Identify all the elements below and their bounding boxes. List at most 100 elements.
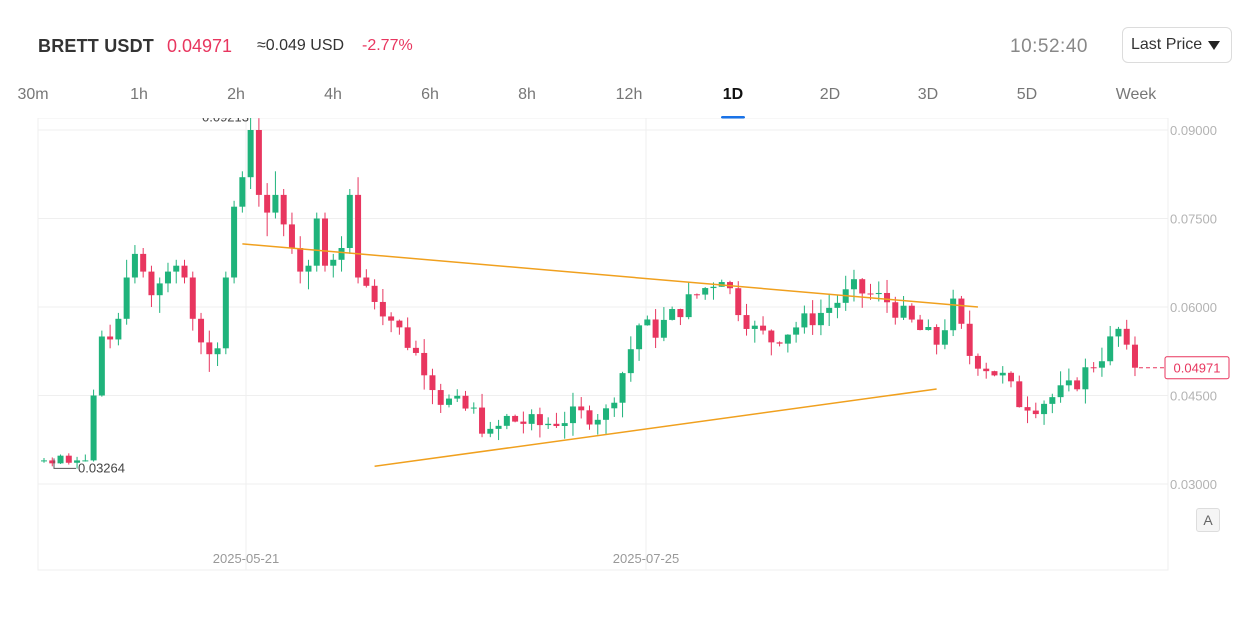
candle-body [735,288,742,316]
candle-body [288,224,295,248]
candle-body [966,323,973,356]
candle-body [578,406,585,411]
candle-body [140,253,147,272]
candle-body [379,301,386,317]
tab-2d[interactable]: 2D [819,86,841,103]
tab-week[interactable]: Week [1115,86,1157,103]
candle-body [454,395,461,399]
candle-body [867,293,874,295]
candle-body [1008,372,1015,382]
candle-body [677,309,684,318]
candle-body [660,319,667,338]
candle-body [941,330,948,345]
candle-body [1115,328,1122,337]
candle-body [925,327,932,331]
candle-body [751,325,758,329]
clock: 10:52:40 [1010,36,1088,57]
candle-body [123,277,130,319]
candle-body [322,218,329,266]
tab-12h[interactable]: 12h [615,86,643,103]
candle-body [429,375,436,391]
tab-30m[interactable]: 30m [17,86,49,103]
candle-body [702,288,709,295]
candle-body [371,285,378,302]
candle-body [1065,380,1072,386]
candle-body [479,407,486,434]
candle-body [760,325,767,331]
candle-body [603,408,610,420]
tab-5d[interactable]: 5D [1016,86,1038,103]
tab-8h[interactable]: 8h [518,86,536,103]
candle-body [255,130,262,195]
candle-body [82,460,89,462]
candle-body [619,373,626,403]
candle-body [793,327,800,335]
price-change-percent: -2.77% [362,37,413,54]
candle-body [189,277,196,319]
y-tick-label: 0.07500 [1170,212,1217,227]
candle-body [776,342,783,344]
candle-body [297,248,304,272]
candle-body [363,277,370,286]
candle-body [917,319,924,331]
candle-body [933,327,940,345]
candle-body [545,423,552,426]
tab-4h[interactable]: 4h [324,86,342,103]
candle-body [445,398,452,405]
y-tick-label: 0.04500 [1170,389,1217,404]
candle-body [437,390,444,405]
candle-body [247,130,254,178]
candle-body [693,294,700,296]
candle-body [1041,403,1048,415]
candle-body [611,402,618,409]
caret-down-icon [1208,40,1221,50]
candle-body [164,271,171,284]
candle-body [627,349,634,374]
candle-body [644,319,651,326]
candle-body [404,327,411,348]
candle-body [958,298,965,324]
candle-body [313,218,320,266]
candle-body [569,406,576,424]
candle-body [1131,344,1138,368]
auto-scale-button[interactable]: A [1196,508,1220,532]
candle-body [1016,381,1023,408]
tab-1h[interactable]: 1h [130,86,148,103]
candle-body [892,302,899,318]
candle-body [470,407,477,409]
candle-body [520,421,527,424]
candle-body [859,279,866,294]
candle-body [330,259,337,266]
candle-body [57,455,64,464]
candle-body [594,419,601,425]
candle-body [1074,380,1081,390]
candle-body [198,318,205,343]
y-tick-label: 0.03000 [1170,477,1217,492]
candle-body [41,460,47,462]
candle-body [1098,361,1105,368]
candle-body [950,298,957,331]
x-tick-label: 2025-05-21 [213,551,280,566]
candle-body [809,313,816,326]
candle-body [999,372,1006,376]
candle-body [743,315,750,329]
candle-body [231,206,238,278]
candle-body [305,265,312,272]
chart-header: BRETT USDT 0.04971 ≈0.049 USD -2.77% 10:… [0,0,1233,78]
candle-body [156,283,163,296]
tab-2h[interactable]: 2h [227,86,245,103]
current-price-box [1164,356,1230,380]
candle-body [148,271,155,296]
tab-1d[interactable]: 1D [722,86,744,103]
candle-body [355,194,362,278]
candle-body [65,455,72,463]
tab-6h[interactable]: 6h [421,86,439,103]
low-price-label: 0.03264 [78,460,125,475]
tab-3d[interactable]: 3D [917,86,939,103]
candle-body [107,336,114,340]
usd-approx-price: ≈0.049 USD [257,37,345,54]
price-type-dropdown[interactable]: Last Price [1122,27,1232,63]
candle-body [826,307,833,313]
last-price: 0.04971 [167,36,233,56]
candle-body [685,294,692,318]
